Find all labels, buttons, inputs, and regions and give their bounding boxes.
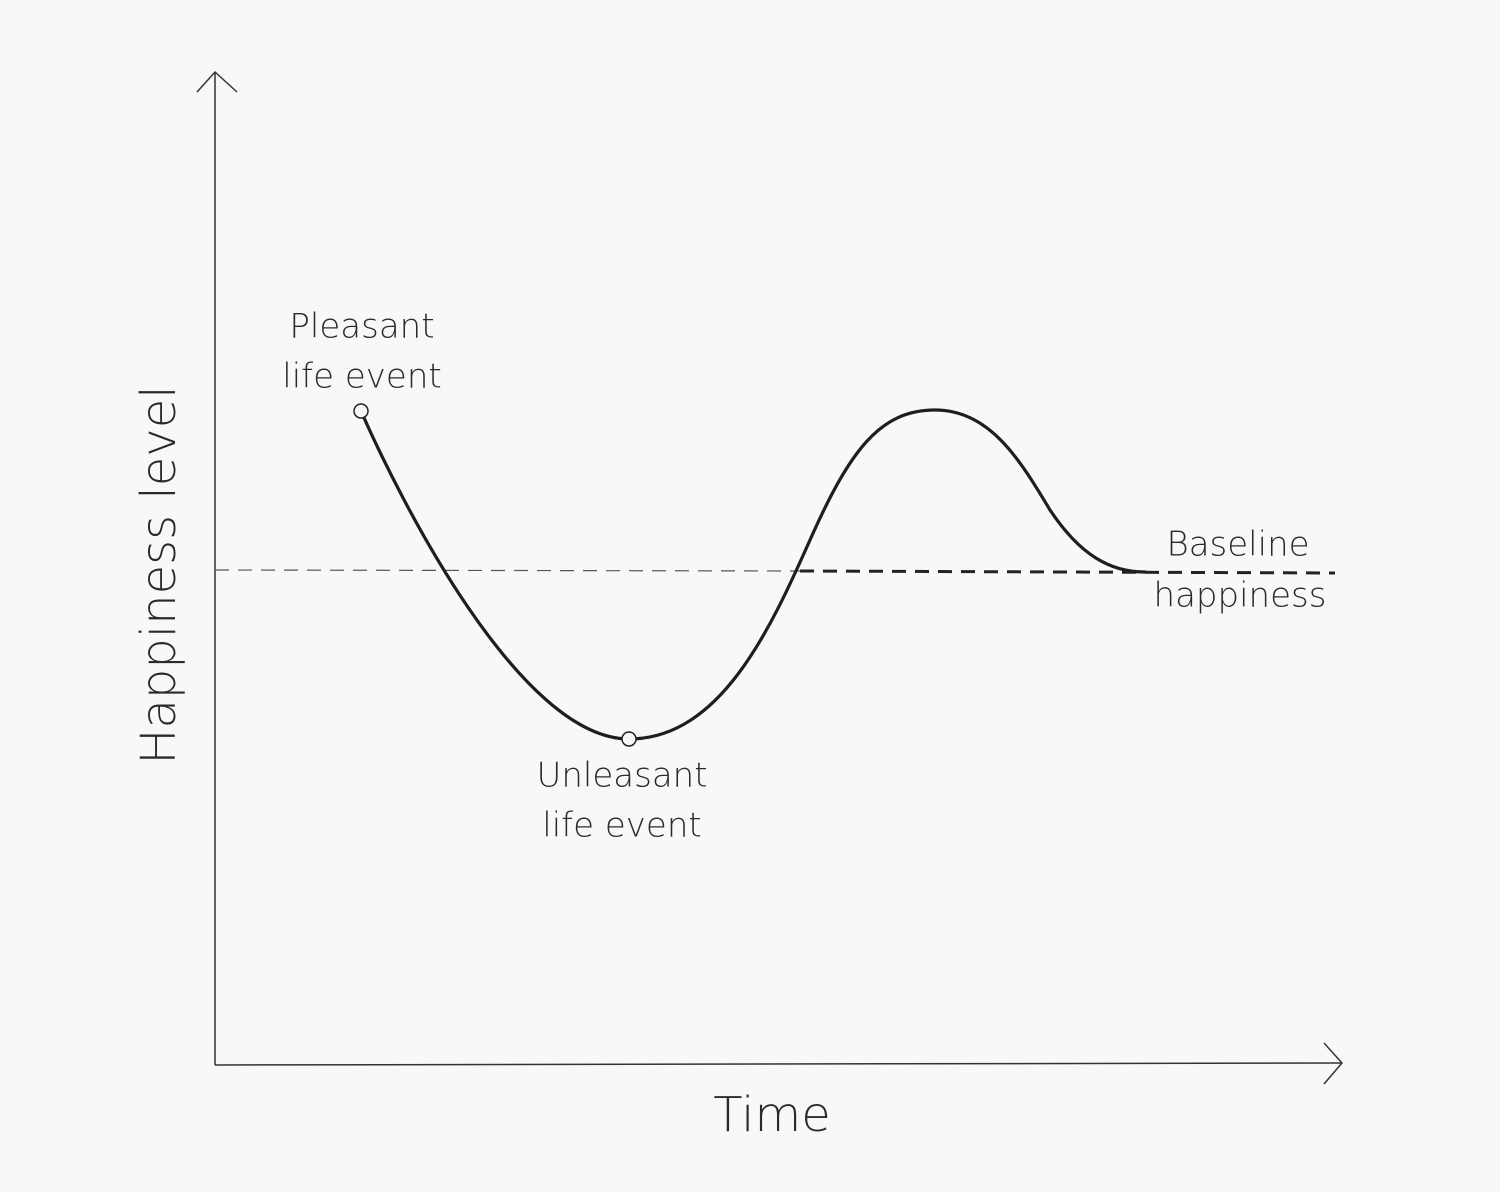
annotation-line: Pleasant (289, 307, 434, 347)
x-axis (214, 1062, 1343, 1066)
baseline-line (214, 569, 801, 572)
annotation-line: life event (542, 806, 701, 846)
happiness-curve (359, 408, 1147, 741)
annotation-line: Unleasant (536, 756, 707, 796)
event-marker (353, 403, 369, 419)
y-axis-title: Happiness level (131, 385, 187, 764)
baseline-line (799, 569, 1336, 575)
annotation-line: happiness (1154, 576, 1327, 616)
annotation-line: life event (282, 357, 441, 397)
x-axis-arrow (1323, 1042, 1343, 1085)
x-axis-title: Time (713, 1087, 830, 1143)
annotation-line: Baseline (1166, 525, 1309, 565)
y-axis-arrow (196, 70, 238, 93)
event-marker (621, 731, 637, 747)
